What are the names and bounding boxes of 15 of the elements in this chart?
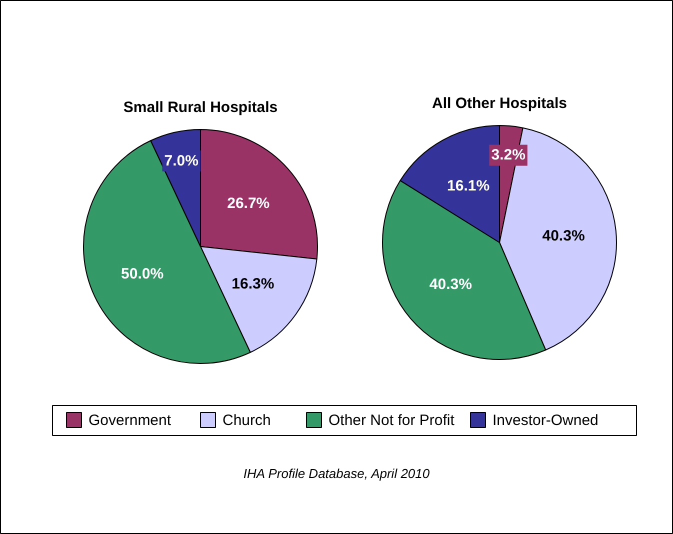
- data-label: 40.3%: [429, 276, 472, 293]
- data-label: 16.1%: [447, 178, 490, 195]
- data-label: 16.3%: [232, 275, 274, 292]
- data-label: 26.7%: [227, 194, 270, 212]
- legend-label: Government: [88, 412, 172, 429]
- data-label: 50.0%: [121, 265, 164, 282]
- chart-title: All Other Hospitals: [432, 95, 568, 112]
- chart-title: Small Rural Hospitals: [123, 99, 278, 116]
- data-label: 7.0%: [164, 152, 198, 170]
- data-label: 3.2%: [491, 146, 526, 164]
- legend-label: Other Not for Profit: [328, 412, 456, 429]
- legend-label: Church: [222, 412, 271, 429]
- text: IHA Profile Database, April 2010: [243, 466, 430, 481]
- legend-label: Investor-Owned: [492, 412, 598, 429]
- data-label: 40.3%: [542, 227, 585, 244]
